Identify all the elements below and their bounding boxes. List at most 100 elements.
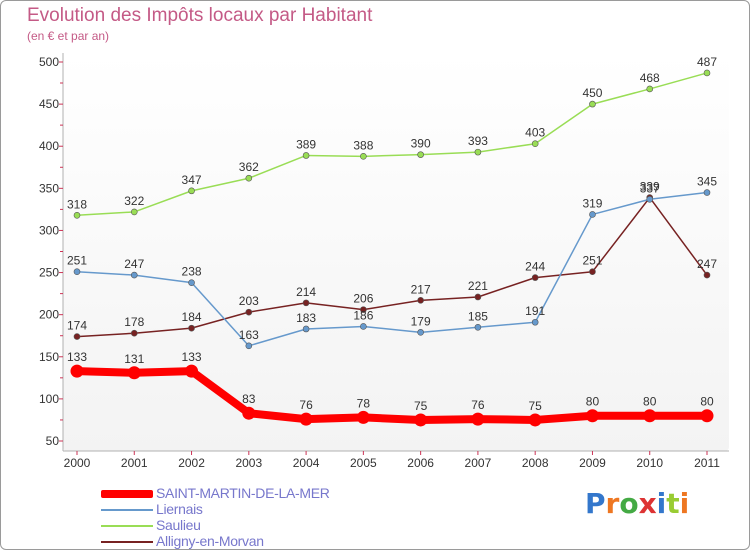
plot-area	[63, 53, 729, 451]
legend-label: SAINT-MARTIN-DE-LA-MER	[156, 485, 330, 501]
legend-swatch	[101, 541, 153, 543]
data-point	[417, 329, 424, 336]
data-point	[643, 409, 657, 423]
x-tick-label: 2009	[579, 456, 606, 470]
data-point	[589, 268, 596, 276]
data-point	[474, 148, 482, 156]
data-label: 390	[411, 137, 431, 151]
data-point	[70, 364, 84, 378]
x-tick-label: 2002	[178, 456, 205, 470]
data-label: 247	[124, 257, 144, 271]
data-label: 174	[67, 319, 87, 333]
data-label: 163	[239, 328, 259, 342]
data-point	[646, 85, 654, 93]
y-tick-label: 350	[39, 181, 59, 195]
y-tick-label: 300	[39, 223, 59, 237]
data-label: 339	[640, 180, 660, 194]
y-tick-label: 50	[46, 434, 60, 448]
data-point	[700, 409, 714, 423]
data-label: 131	[124, 352, 144, 366]
data-label: 251	[67, 254, 87, 268]
data-label: 347	[182, 173, 202, 187]
data-point	[474, 293, 482, 301]
logo-letter: x	[638, 487, 657, 520]
data-point	[185, 364, 199, 378]
data-point	[245, 308, 253, 316]
data-point	[360, 306, 367, 313]
legend-swatch	[101, 525, 153, 527]
x-tick-label: 2006	[407, 456, 434, 470]
legend-swatch	[101, 509, 153, 511]
data-label: 319	[582, 196, 602, 210]
data-label: 389	[296, 137, 316, 151]
logo-letter: r	[605, 487, 620, 520]
logo-letter: i	[679, 487, 690, 520]
data-label: 206	[353, 292, 373, 306]
x-tick-label: 2000	[64, 456, 91, 470]
data-label: 238	[182, 265, 202, 279]
x-tick-label: 2008	[522, 456, 549, 470]
data-label: 203	[239, 294, 259, 308]
data-point	[703, 271, 711, 279]
data-label: 214	[296, 285, 316, 299]
x-tick-label: 2005	[350, 456, 377, 470]
data-label: 178	[124, 315, 144, 329]
data-label: 83	[242, 392, 256, 406]
data-point	[528, 413, 542, 427]
data-point	[130, 329, 138, 337]
data-point	[188, 279, 195, 286]
data-point	[585, 409, 599, 423]
data-point	[302, 325, 310, 333]
data-point	[703, 189, 711, 196]
data-label: 217	[411, 282, 431, 296]
x-tick-label: 2004	[293, 456, 320, 470]
logo-letter: o	[619, 487, 639, 520]
data-label: 75	[414, 399, 428, 413]
data-point	[299, 412, 313, 426]
x-tick-label: 2011	[694, 456, 720, 470]
data-point	[474, 323, 482, 331]
data-point	[531, 318, 539, 326]
data-point	[589, 100, 596, 108]
data-point	[703, 69, 711, 77]
chart-title: Evolution des Impôts locaux par Habitant	[27, 5, 373, 26]
y-tick-label: 450	[39, 97, 59, 111]
series-line-4	[76, 196, 708, 338]
data-label: 393	[468, 134, 488, 148]
y-tick-label: 400	[39, 139, 59, 153]
data-point	[130, 271, 138, 279]
legend-swatch	[101, 490, 153, 498]
data-point	[646, 195, 654, 203]
proxiti-logo: Proxiti	[585, 487, 689, 520]
data-point	[245, 342, 253, 350]
data-point	[589, 211, 596, 218]
y-tick-label: 500	[39, 55, 59, 69]
data-label: 76	[471, 398, 485, 412]
legend-label: Alligny-en-Morvan	[156, 533, 264, 549]
data-point	[188, 324, 195, 332]
data-label: 76	[299, 398, 313, 412]
series-line-1	[73, 367, 711, 424]
data-label: 221	[468, 279, 488, 293]
x-tick-label: 2003	[235, 456, 262, 470]
data-point	[360, 153, 367, 160]
data-point	[73, 268, 81, 276]
data-label: 184	[182, 310, 202, 324]
x-tick-label: 2007	[465, 456, 492, 470]
data-label: 185	[468, 309, 488, 323]
logo-letter: i	[656, 487, 667, 520]
data-point	[531, 140, 539, 147]
data-label: 450	[582, 86, 602, 100]
data-point	[302, 152, 310, 159]
data-label: 80	[700, 395, 714, 409]
data-label: 362	[239, 160, 259, 174]
data-label: 388	[353, 138, 373, 152]
data-label: 251	[582, 254, 602, 268]
data-label: 191	[525, 304, 545, 318]
data-label: 75	[529, 399, 543, 413]
x-tick-label: 2001	[121, 456, 148, 470]
series-line-2	[76, 191, 708, 347]
data-label: 247	[697, 257, 717, 271]
